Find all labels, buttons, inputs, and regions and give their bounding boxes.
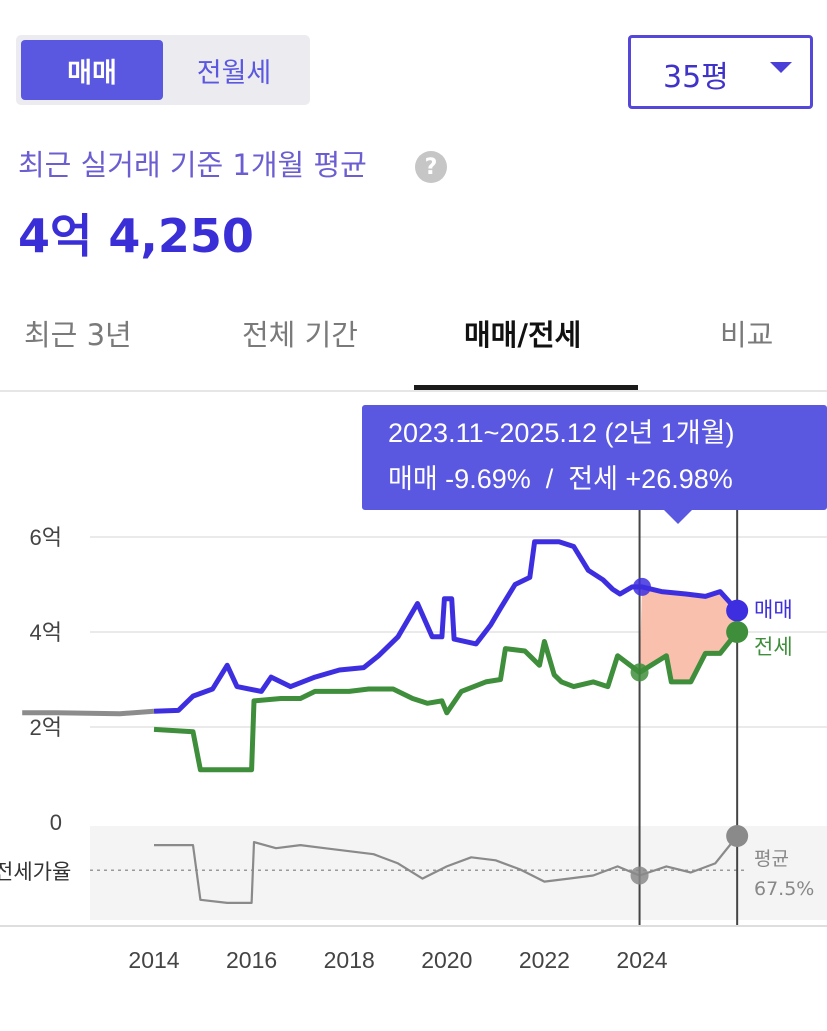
tooltip-change: 매매 -9.69% / 전세 +26.98%: [388, 464, 733, 494]
x-tick-label: 2016: [226, 947, 277, 973]
change-highlight-area: [639, 586, 738, 682]
active-tab-indicator: [414, 385, 638, 390]
caret-down-icon: [770, 62, 792, 73]
tooltip-pointer: [664, 510, 692, 524]
ratio-start-dot: [630, 866, 649, 885]
ratio-end-dot: [726, 825, 749, 847]
trade-type-toggle: 매매 전월세: [16, 35, 310, 105]
x-axis-labels: 2014 2016 2018 2020 2022 2024: [128, 947, 667, 973]
size-dropdown[interactable]: 35평: [628, 35, 813, 109]
sale-line: [153, 539, 740, 714]
tab-compare[interactable]: 비교: [720, 318, 774, 352]
y-tick-label: 2억: [30, 715, 62, 740]
y-tick-label: 6억: [30, 525, 62, 550]
y-axis-labels: 0 2억 4억 6억: [30, 525, 62, 835]
tabs-divider: [0, 390, 827, 392]
ratio-axis-label: 전세가율: [0, 860, 71, 884]
jeonse-start-dot: [630, 663, 649, 682]
x-tick-label: 2024: [616, 947, 667, 973]
ratio-panel-bg: [90, 826, 827, 920]
x-tick-label: 2014: [128, 947, 179, 973]
x-tick-label: 2018: [324, 947, 375, 973]
sale-tab-button[interactable]: 매매: [21, 40, 163, 100]
sale-start-dot: [633, 577, 651, 596]
average-price: 4억 4,250: [18, 209, 254, 263]
endpoint-dots: [630, 577, 749, 885]
size-value: 35평: [663, 60, 729, 95]
tab-recent-3-years[interactable]: 최근 3년: [24, 318, 132, 352]
sale-end-dot: [726, 599, 749, 622]
rent-tab-button[interactable]: 전월세: [196, 57, 272, 89]
tab-sale-jeonse[interactable]: 매매/전세: [464, 318, 582, 352]
sale-jeonse-chart[interactable]: 0 2억 4억 6억 2014 2016 2018 2020 2022 2024 2023.11…: [0, 392, 827, 1031]
sale-series-label: 매매: [754, 598, 793, 622]
jeonse-series-label: 전세: [754, 635, 793, 659]
x-tick-label: 2020: [421, 947, 472, 973]
ratio-average-value: 67.5%: [754, 878, 814, 900]
jeonse-end-dot: [726, 621, 749, 643]
tooltip-box: [362, 405, 827, 510]
tab-all-period[interactable]: 전체 기간: [242, 318, 358, 352]
period-tooltip: 2023.11~2025.12 (2년 1개월) 매매 -9.69% / 전세 …: [362, 405, 827, 524]
y-tick-label: 4억: [30, 620, 62, 645]
sale-line-early: [22, 708, 155, 717]
y-tick-label: 0: [50, 810, 62, 835]
question-circle-icon[interactable]: ?: [415, 151, 447, 183]
tooltip-period: 2023.11~2025.12 (2년 1개월): [388, 418, 735, 448]
price-basis-label: 최근 실거래 기준 1개월 평균: [18, 148, 367, 182]
x-tick-label: 2022: [519, 947, 570, 973]
ratio-average-label: 평균: [754, 848, 789, 870]
